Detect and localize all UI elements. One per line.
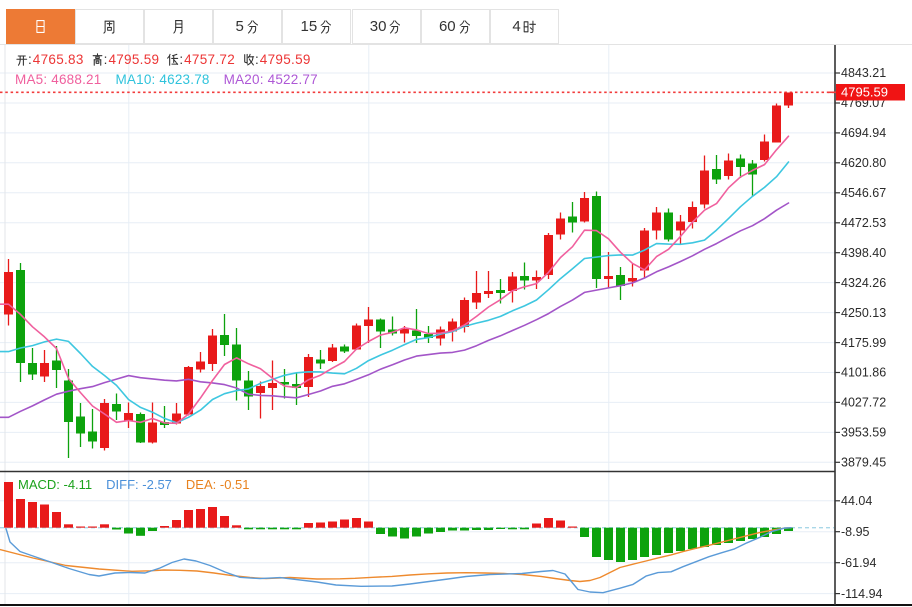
svg-text:-61.94: -61.94 [841, 556, 876, 570]
svg-text:4101.86: 4101.86 [841, 366, 886, 380]
svg-text:4472.53: 4472.53 [841, 216, 886, 230]
svg-text:4250.13: 4250.13 [841, 306, 886, 320]
svg-text:4843.21: 4843.21 [841, 66, 886, 80]
svg-text:4795.59: 4795.59 [841, 85, 888, 100]
svg-text:3879.45: 3879.45 [841, 456, 886, 470]
svg-text:4546.67: 4546.67 [841, 186, 886, 200]
svg-text:4175.99: 4175.99 [841, 336, 886, 350]
svg-text:4398.40: 4398.40 [841, 246, 886, 260]
svg-text:4694.94: 4694.94 [841, 126, 886, 140]
svg-text:4324.26: 4324.26 [841, 276, 886, 290]
svg-text:4620.80: 4620.80 [841, 156, 886, 170]
svg-text:-114.94: -114.94 [841, 587, 883, 601]
svg-text:3953.59: 3953.59 [841, 426, 886, 440]
svg-text:-8.95: -8.95 [841, 525, 870, 539]
svg-text:44.04: 44.04 [841, 494, 872, 508]
svg-text:4027.72: 4027.72 [841, 396, 886, 410]
